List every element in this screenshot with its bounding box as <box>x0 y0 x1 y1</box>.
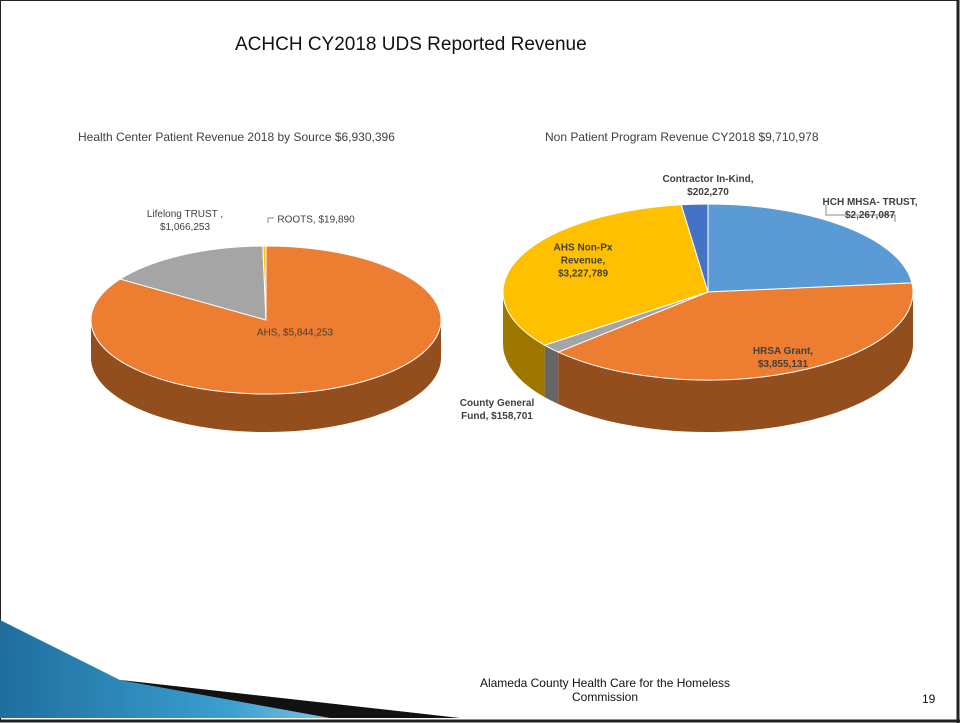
category-label: ROOTS, <box>277 214 316 226</box>
category-label: AHS, <box>256 327 281 339</box>
category-label: Contractor In-Kind, <box>662 174 754 185</box>
pie-slice-side <box>544 345 559 405</box>
value-label: $19,890 <box>318 214 355 226</box>
leader-line <box>267 217 274 223</box>
category-label: County General Fund, <box>459 398 535 422</box>
leader-line <box>825 205 896 222</box>
pie-slice-side <box>91 320 441 432</box>
decor-wedge-shadow <box>120 680 460 718</box>
data-label: HRSA Grant, $3,855,131 <box>728 345 838 371</box>
pie-slice <box>556 282 914 381</box>
value-label: $3,227,789 <box>557 268 609 280</box>
value-label: $1,066,253 <box>159 222 211 233</box>
page-number: 19 <box>922 692 936 706</box>
data-label: Lifelong TRUST , $1,066,253 <box>135 208 235 234</box>
value-label: $202,270 <box>687 187 729 198</box>
data-label: ROOTS, $19,890 <box>256 214 376 227</box>
pie-slice <box>707 203 913 293</box>
value-label: $5,844,253 <box>283 327 334 339</box>
data-label: HCH MHSA- TRUST, $2,267,087 <box>815 196 925 222</box>
pie-slice-side <box>502 292 545 398</box>
slide-title: ACHCH CY2018 UDS Reported Revenue <box>235 34 587 55</box>
pie-slice <box>502 204 709 346</box>
chart-title: Health Center Patient Revenue 2018 by So… <box>78 130 395 144</box>
chart-title: Non Patient Program Revenue CY2018 $9,71… <box>545 130 819 144</box>
decor-wedge <box>0 620 460 718</box>
pie-slice-side <box>558 292 913 433</box>
category-label: HCH MHSA- TRUST, <box>822 197 918 208</box>
pie-slice <box>262 245 267 321</box>
data-label: AHS Non-Px Revenue, $3,227,789 <box>543 242 623 281</box>
value-label: $3,855,131 <box>757 359 809 370</box>
data-label: Contractor In-Kind, $202,270 <box>648 173 768 199</box>
data-label: AHS, $5,844,253 <box>225 327 365 340</box>
category-label: HRSA Grant, <box>752 346 814 357</box>
pie-slice <box>118 245 267 321</box>
value-label: $158,701 <box>491 411 533 422</box>
value-label: $2,267,087 <box>844 210 896 221</box>
category-label: AHS Non-Px Revenue, <box>553 242 613 267</box>
footer: Alameda County Health Care for the Homel… <box>479 676 731 704</box>
pie-slice <box>680 203 709 293</box>
category-label: Lifelong TRUST , <box>146 209 224 220</box>
data-label: County General Fund, $158,701 <box>452 397 542 423</box>
